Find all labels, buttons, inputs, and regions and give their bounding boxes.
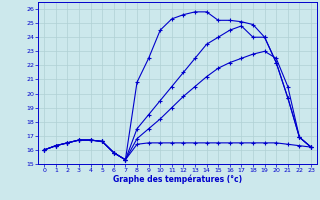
X-axis label: Graphe des températures (°c): Graphe des températures (°c) xyxy=(113,175,242,184)
